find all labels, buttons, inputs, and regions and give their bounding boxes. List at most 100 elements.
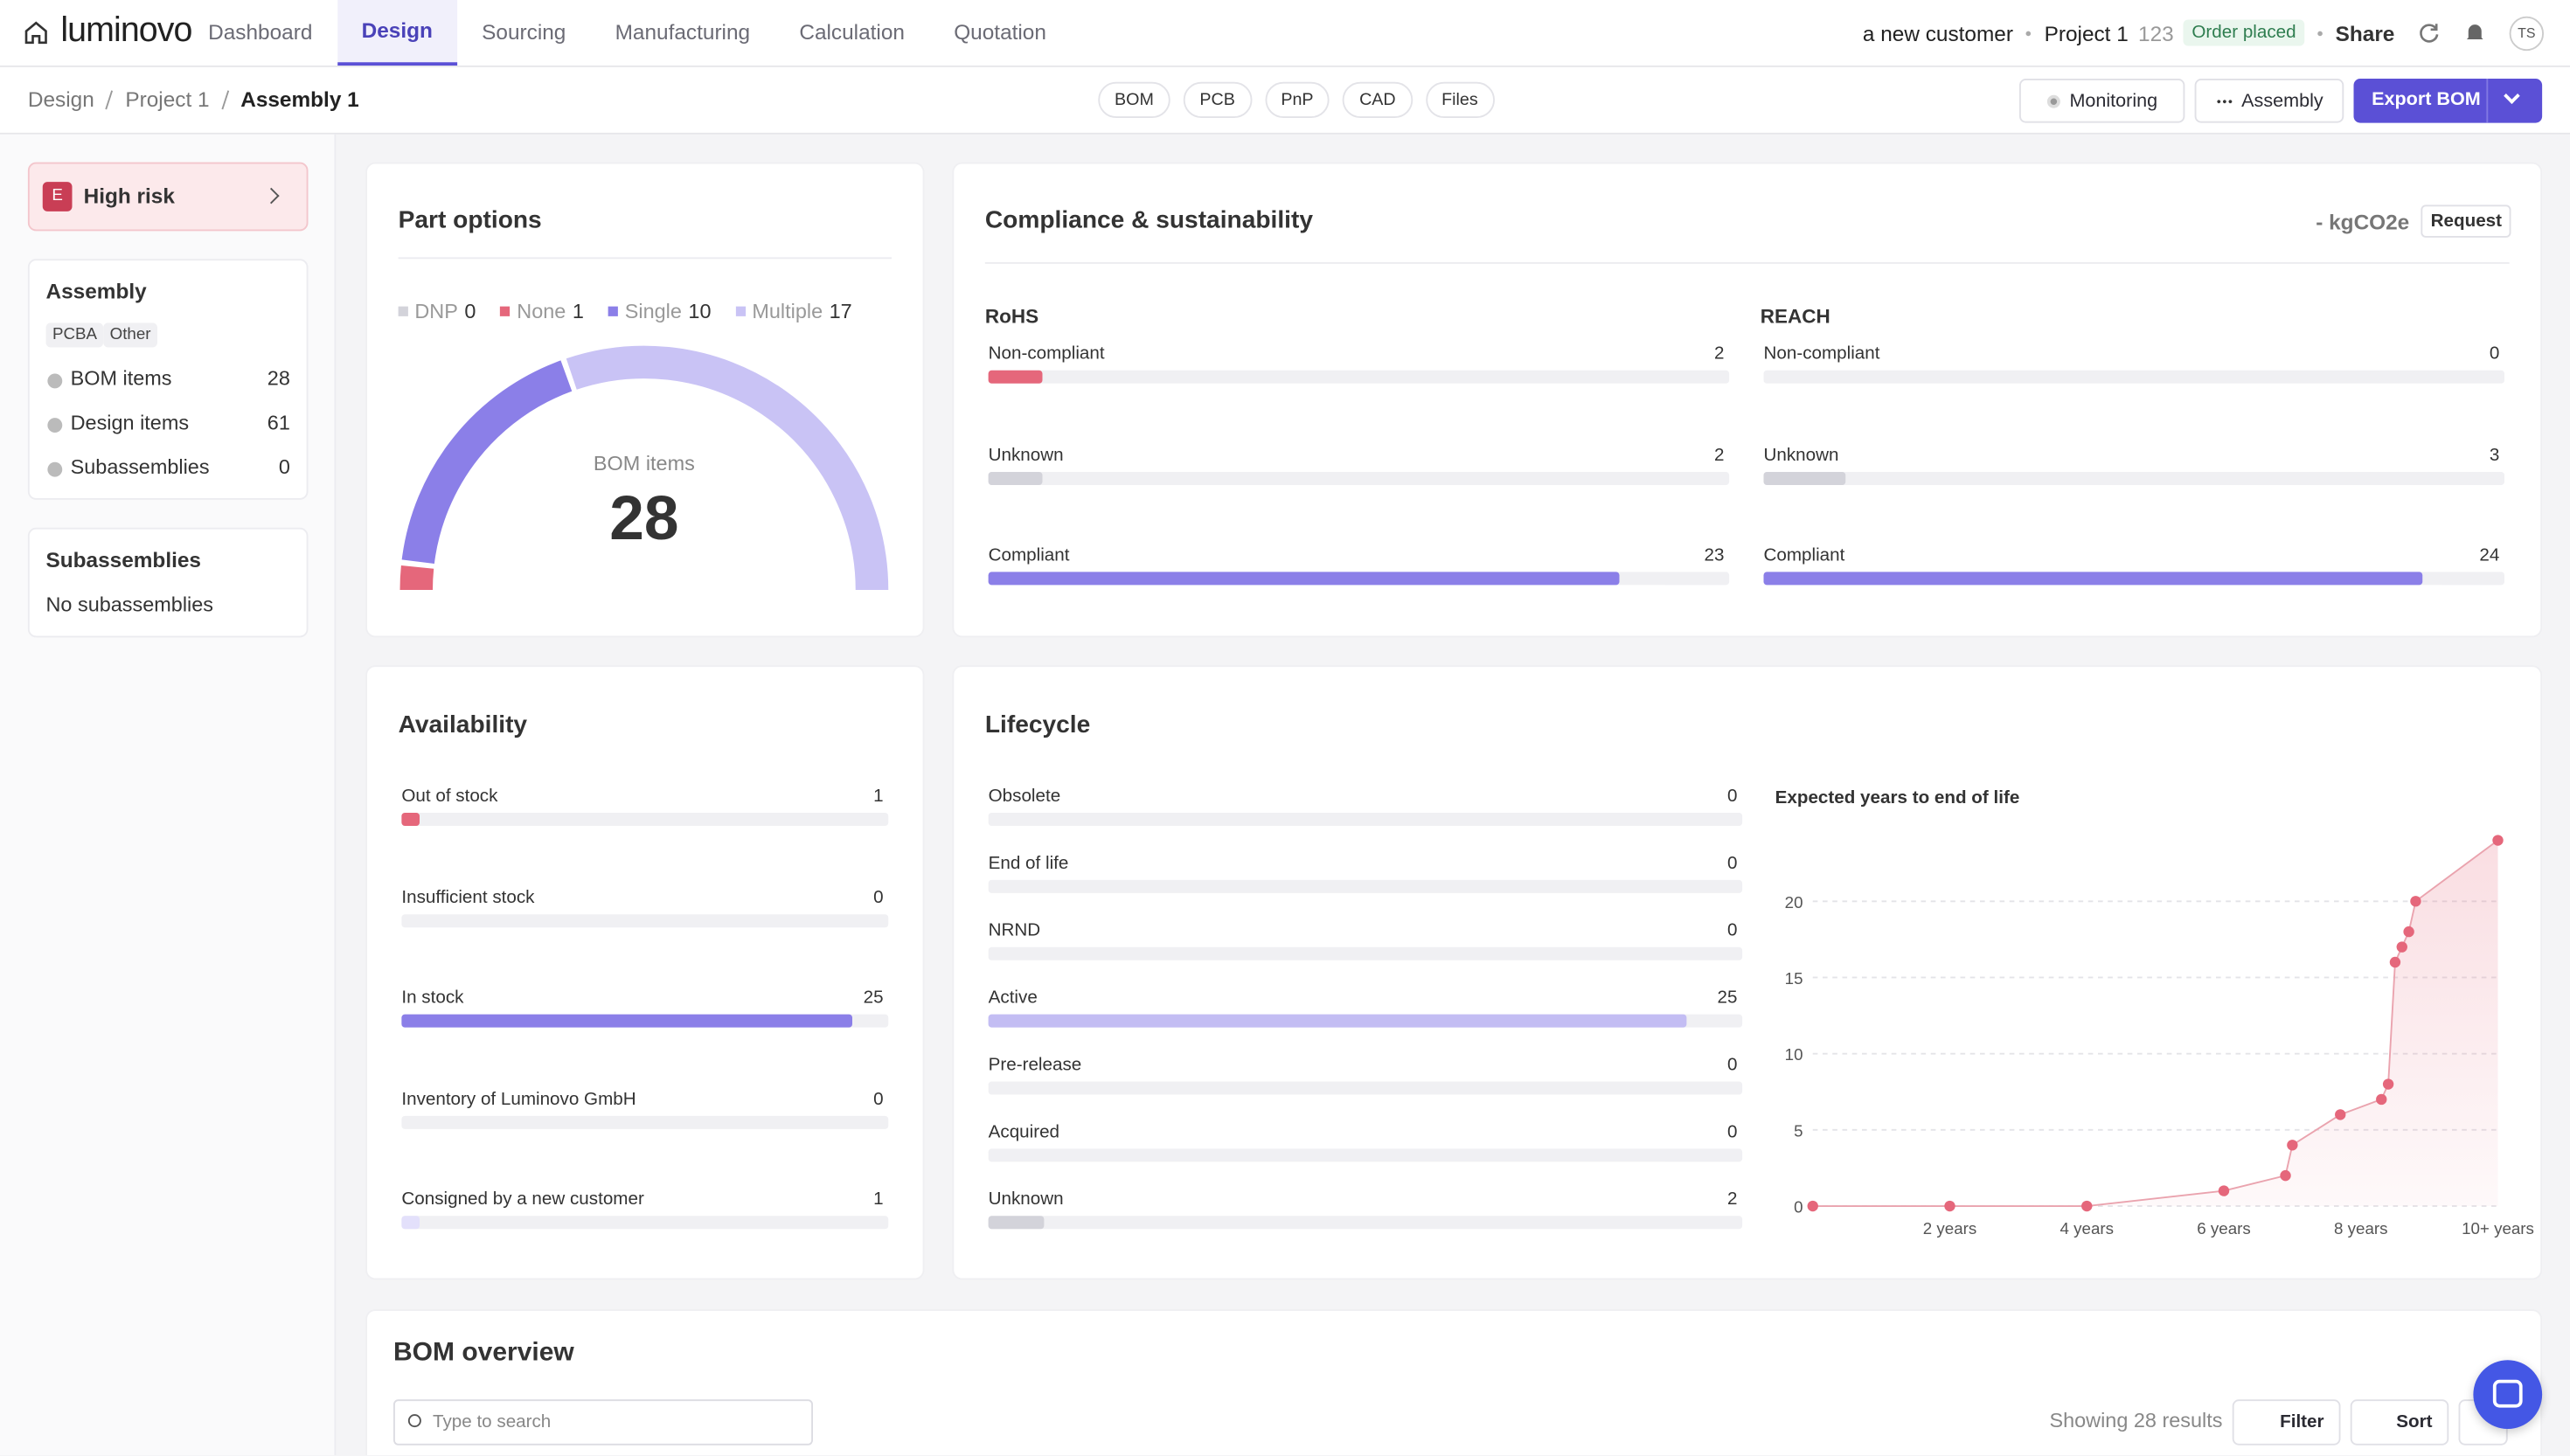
chat-icon — [2492, 1379, 2523, 1408]
risk-card[interactable] — [27, 162, 309, 232]
bell-icon[interactable] — [2463, 21, 2486, 44]
bar — [988, 471, 1044, 485]
bar — [401, 813, 420, 826]
monitoring-button[interactable]: Monitoring — [2019, 79, 2185, 123]
risk-label: High risk — [83, 184, 175, 209]
legend-value: 0 — [464, 300, 476, 323]
y-tick-label: 10 — [1785, 1045, 1803, 1064]
monitoring-dot — [2046, 94, 2060, 107]
card — [952, 162, 2543, 638]
file-tabs: BOM PCB PnP CAD Files — [1098, 81, 1495, 118]
customer[interactable]: a new customer — [1862, 20, 2013, 45]
bar-track — [988, 1081, 1743, 1095]
bar — [1763, 471, 1846, 485]
row-value: 24 — [2479, 545, 2500, 565]
row-value: 0 — [2489, 343, 2500, 364]
nav-tab[interactable]: Sourcing — [482, 19, 566, 45]
breadcrumb-item[interactable]: Assembly 1 — [240, 87, 359, 112]
assembly-button[interactable]: Assembly — [2194, 79, 2344, 123]
project-number: 123 — [2138, 20, 2174, 45]
row-value: 2 — [1714, 445, 1725, 465]
results-count: Showing 28 results — [2049, 1409, 2223, 1432]
monitoring-label: Monitoring — [2069, 91, 2158, 111]
point — [1944, 1200, 1955, 1212]
refresh-icon[interactable] — [2418, 21, 2441, 44]
risk-grade: E — [42, 182, 73, 211]
point — [2376, 1093, 2387, 1106]
group-title: REACH — [1760, 304, 1830, 328]
bar — [401, 1014, 852, 1028]
search-icon — [407, 1414, 421, 1428]
project[interactable]: Project 1 — [2044, 20, 2129, 45]
search-box[interactable]: Type to search — [393, 1399, 813, 1446]
card-title: Lifecycle — [984, 711, 1091, 739]
file-tab[interactable]: PCB — [1183, 81, 1252, 118]
bar-track — [401, 913, 889, 927]
bom-title: BOM overview — [393, 1338, 574, 1367]
file-tab[interactable]: Files — [1425, 81, 1495, 118]
status-badge: Order placed — [2183, 19, 2304, 46]
assembly-tag: Other — [103, 322, 158, 348]
bar — [988, 370, 1044, 384]
row-value: 23 — [1704, 545, 1725, 565]
assembly-row-label: Design items — [70, 411, 190, 434]
nav-tab[interactable]: Quotation — [954, 19, 1046, 45]
file-tab[interactable]: PnP — [1264, 81, 1330, 118]
file-tab[interactable]: CAD — [1343, 81, 1413, 118]
row-label: Active — [988, 988, 1038, 1009]
bar — [1763, 572, 2422, 586]
breadcrumb-item[interactable]: Design — [27, 87, 94, 112]
legend-item: None 1 — [500, 300, 584, 322]
area — [1812, 840, 2498, 1206]
point — [2389, 956, 2401, 968]
bar — [988, 1014, 1687, 1028]
nav-right: a new customer Project 1 123 Order placed Sh… — [1863, 0, 2544, 66]
legend-item: DNP 0 — [398, 300, 476, 323]
chat-bubble[interactable] — [2473, 1360, 2543, 1429]
x-tick-label: 2 years — [1923, 1219, 1977, 1238]
x-tick-label: 4 years — [2060, 1219, 2115, 1238]
nav-tab[interactable]: Calculation — [799, 19, 905, 45]
subassemblies-card — [27, 527, 309, 638]
avatar[interactable]: TS — [2509, 15, 2544, 51]
y-tick-label: 0 — [1794, 1198, 1802, 1217]
row-label: Out of stock — [401, 787, 498, 807]
card-title: Availability — [398, 711, 528, 739]
line-chart: 0 5 10 15 20 2 years 4 years 6 years 8 years 10+ … — [1785, 835, 2534, 1238]
breadcrumb-separator — [106, 89, 114, 109]
file-tab[interactable]: BOM — [1098, 81, 1170, 118]
row-label: Obsolete — [988, 787, 1061, 807]
nav-tab[interactable]: Manufacturing — [615, 19, 751, 45]
row-label: End of life — [988, 853, 1069, 874]
nav-tab[interactable]: Dashboard — [208, 19, 313, 45]
point — [2382, 1078, 2394, 1090]
group-title: RoHS — [984, 304, 1039, 328]
y-tick-label: 20 — [1785, 893, 1803, 912]
request-button[interactable]: Request — [2421, 205, 2512, 238]
gauge-value: 28 — [609, 485, 679, 554]
legend: DNP 0 None 1 Single 10 Multiple 17 — [398, 300, 852, 323]
bar-track — [401, 1216, 889, 1230]
breadcrumb-item[interactable]: Project 1 — [125, 87, 210, 112]
row-value: 1 — [873, 787, 884, 807]
share[interactable]: Share — [2335, 20, 2395, 45]
point — [2287, 1140, 2298, 1151]
separator-dot — [2316, 30, 2323, 36]
row-label: Unknown — [988, 445, 1064, 465]
export-button[interactable]: Export BOM — [2353, 79, 2543, 123]
assembly-label: Assembly — [2241, 91, 2323, 111]
nav-tab[interactable]: Design — [337, 0, 458, 66]
legend-value: 10 — [688, 300, 712, 323]
legend-swatch — [608, 306, 619, 316]
sort-button[interactable]: Sort — [2350, 1399, 2449, 1446]
assembly-row-label: BOM items — [70, 367, 172, 391]
filter-button[interactable]: Filter — [2232, 1399, 2341, 1446]
y-tick-label: 5 — [1794, 1121, 1802, 1140]
bar-track — [1763, 370, 2504, 384]
row-value: 0 — [1727, 1122, 1738, 1142]
point — [2335, 1109, 2346, 1120]
row-value: 2 — [1727, 1189, 1738, 1210]
card — [365, 665, 925, 1280]
legend-name: Single — [624, 300, 682, 323]
